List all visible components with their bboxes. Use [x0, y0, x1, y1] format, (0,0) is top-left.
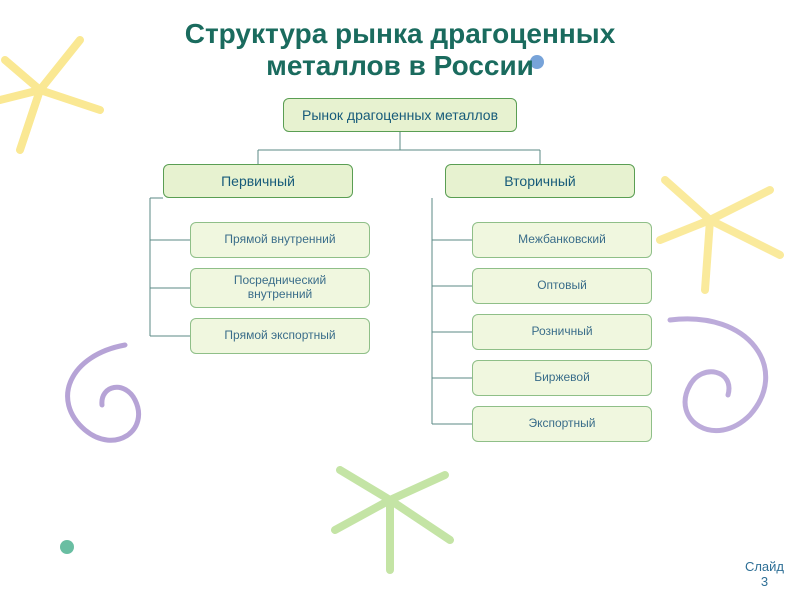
node-direct-export: Прямой экспортный: [190, 318, 370, 354]
title-line1: Структура рынка драгоценных: [185, 18, 616, 49]
page-title: Структура рынка драгоценных металлов в Р…: [0, 0, 800, 82]
node-exchange: Биржевой: [472, 360, 652, 396]
node-r1-label: Межбанковский: [518, 233, 606, 247]
node-l1-label: Прямой внутренний: [224, 233, 335, 247]
footer-number: 3: [761, 574, 768, 589]
node-l3-label: Прямой экспортный: [224, 329, 335, 343]
node-primary: Первичный: [163, 164, 353, 198]
bg-burst-green-1: [320, 430, 470, 580]
node-r5-label: Экспортный: [528, 417, 595, 431]
bg-swirl-1: [30, 330, 180, 490]
node-root-label: Рынок драгоценных металлов: [302, 107, 498, 123]
slide-footer: Слайд 3: [745, 559, 784, 590]
node-interbank: Межбанковский: [472, 222, 652, 258]
footer-label: Слайд: [745, 559, 784, 574]
node-export: Экспортный: [472, 406, 652, 442]
node-primary-label: Первичный: [221, 173, 295, 189]
bg-dot-teal-1: [60, 540, 74, 554]
node-wholesale: Оптовый: [472, 268, 652, 304]
node-secondary: Вторичный: [445, 164, 635, 198]
node-root: Рынок драгоценных металлов: [283, 98, 517, 132]
bg-swirl-2: [640, 300, 800, 470]
node-intermediary-internal: Посреднический внутренний: [190, 268, 370, 308]
node-r2-label: Оптовый: [537, 279, 587, 293]
node-direct-internal: Прямой внутренний: [190, 222, 370, 258]
node-r3-label: Розничный: [531, 325, 592, 339]
node-l2-label: Посреднический внутренний: [234, 274, 326, 302]
node-secondary-label: Вторичный: [504, 173, 575, 189]
bg-burst-yellow-2: [650, 150, 800, 300]
node-retail: Розничный: [472, 314, 652, 350]
title-line2: металлов в России: [266, 50, 534, 81]
node-r4-label: Биржевой: [534, 371, 590, 385]
